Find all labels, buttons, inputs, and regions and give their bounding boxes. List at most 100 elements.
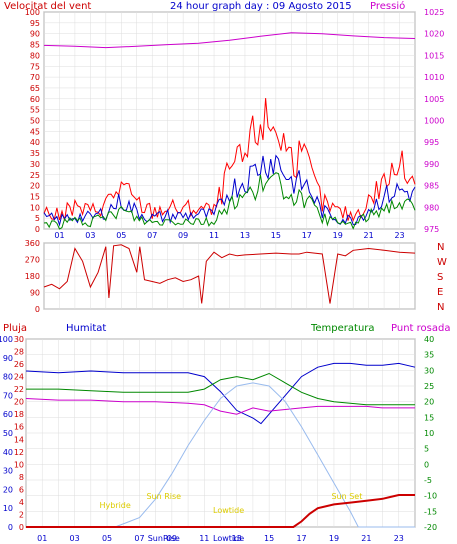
x-tick-label-hour: 17 (302, 231, 312, 240)
x-tick-label-hour: 11 (199, 534, 209, 543)
y-tick-label-wind: 5 (35, 214, 40, 223)
x-tick-label-hour: 11 (209, 231, 219, 240)
y-tick-label-pressure: 1020 (424, 30, 444, 39)
annotation-label: Sun Rise (146, 492, 181, 501)
y-tick-label-pressure: 1005 (424, 95, 444, 104)
wind-speed-label: Velocitat del vent (4, 1, 91, 12)
y-tick-label-humidity: 30 (14, 335, 24, 344)
x-tick-label-hour: 13 (232, 534, 242, 543)
y-tick-label-humidity: 8 (19, 473, 24, 482)
series-layer (25, 32, 416, 528)
y-tick-label-humidity: 28 (14, 348, 24, 357)
y-tick-label-rain: 0 (8, 523, 13, 532)
dewpoint-label: Punt rosada (391, 323, 450, 334)
y-tick-label-humidity: 2 (19, 510, 24, 519)
y-tick-label-wind: 10 (30, 203, 40, 212)
y-tick-label-direction: 180 (25, 272, 40, 281)
y-tick-label-pressure: 975 (424, 225, 439, 234)
x-tick-label-hour: 07 (147, 231, 157, 240)
y-tick-label-wind: 100 (25, 8, 40, 17)
series-direction (43, 244, 416, 304)
series-wind-gust (43, 98, 416, 222)
y-tick-label-humidity: 12 (14, 448, 24, 457)
temperature-label: Temperatura (310, 323, 375, 334)
y-tick-label-rain: 80 (3, 373, 13, 382)
x-tick-label-hour: 07 (134, 534, 144, 543)
y-tick-label-direction: 270 (25, 256, 40, 265)
y-tick-label-humidity: 4 (19, 498, 24, 507)
y-tick-label-wind: 35 (30, 149, 40, 158)
x-tick-label-hour: 15 (264, 534, 274, 543)
y-tick-label-humidity: 10 (14, 460, 24, 469)
x-tick-label-hour: 09 (178, 231, 188, 240)
series-pressure (43, 32, 416, 49)
y-tick-label-rain: 90 (3, 354, 13, 363)
x-tick-label-hour: 21 (361, 534, 371, 543)
y-tick-label-wind: 40 (30, 138, 40, 147)
x-tick-label-hour: 19 (329, 534, 339, 543)
y-tick-label-wind: 15 (30, 192, 40, 201)
y-tick-label-rain: 40 (3, 448, 13, 457)
y-tick-label-rain: 100 (0, 335, 13, 344)
annotation-label: Lowtide (213, 534, 244, 543)
y-tick-label-rain: 60 (3, 410, 13, 419)
y-tick-label-pressure: 1025 (424, 8, 444, 17)
annotation-label: SunRise (148, 534, 180, 543)
compass-label: W (437, 257, 447, 268)
y-tick-label-wind: 90 (30, 30, 40, 39)
y-tick-label-rain: 30 (3, 467, 13, 476)
x-tick-label-hour: 19 (333, 231, 343, 240)
y-tick-label-humidity: 16 (14, 423, 24, 432)
x-tick-label-hour: 03 (70, 534, 80, 543)
y-tick-label-temperature: 35 (424, 351, 434, 360)
y-tick-label-wind: 65 (30, 84, 40, 93)
series-solar (26, 382, 415, 528)
y-tick-label-temperature: -15 (424, 507, 437, 516)
x-tick-label-hour: 13 (240, 231, 250, 240)
annotation-label: Sun Set (331, 492, 362, 501)
y-tick-label-humidity: 18 (14, 410, 24, 419)
y-tick-label-humidity: 0 (19, 523, 24, 532)
y-tick-label-wind: 60 (30, 95, 40, 104)
y-tick-label-wind: 75 (30, 62, 40, 71)
series-Humitat (25, 362, 416, 425)
x-tick-label-hour: 21 (364, 231, 374, 240)
y-tick-label-wind: 55 (30, 106, 40, 115)
y-tick-label-wind: 80 (30, 51, 40, 60)
y-tick-label-pressure: 1015 (424, 51, 444, 60)
y-tick-label-humidity: 26 (14, 360, 24, 369)
compass-label: E (437, 287, 443, 298)
y-tick-label-wind: 45 (30, 127, 40, 136)
y-tick-label-wind: 0 (35, 225, 40, 234)
y-tick-label-wind: 85 (30, 41, 40, 50)
y-tick-label-direction: 90 (30, 289, 40, 298)
x-tick-label-hour: 09 (167, 534, 177, 543)
y-tick-label-wind: 20 (30, 182, 40, 191)
y-tick-label-temperature: 25 (424, 382, 434, 391)
compass-label: N (437, 302, 444, 313)
y-tick-label-humidity: 6 (19, 485, 24, 494)
annotation-layer: Hybride Sun Rise Lowtide Sun Set SunRise Lowt… (99, 492, 362, 543)
y-tick-label-direction: 360 (25, 239, 40, 248)
y-tick-label-wind: 95 (30, 19, 40, 28)
x-tick-label-hour: 23 (394, 231, 404, 240)
y-tick-label-temperature: 0 (424, 460, 429, 469)
y-tick-label-rain: 10 (3, 504, 13, 513)
y-tick-label-humidity: 22 (14, 385, 24, 394)
y-tick-label-pressure: 990 (424, 160, 439, 169)
x-tick-label-hour: 01 (54, 231, 64, 240)
y-tick-label-pressure: 985 (424, 182, 439, 191)
pressure-label: Pressió (370, 0, 405, 12)
y-tick-label-pressure: 1000 (424, 117, 444, 126)
compass-label: S (437, 272, 443, 283)
y-tick-label-temperature: 20 (424, 398, 434, 407)
y-tick-label-wind: 25 (30, 171, 40, 180)
rain-label: Pluja (3, 323, 27, 334)
annotation-label: Hybride (99, 501, 130, 510)
x-tick-label-hour: 17 (296, 534, 306, 543)
x-tick-label-hour: 15 (271, 231, 281, 240)
chart-title: 24 hour graph day : 09 Agosto 2015 (170, 1, 352, 12)
y-tick-label-rain: 70 (3, 391, 13, 400)
y-tick-label-temperature: 10 (424, 429, 434, 438)
